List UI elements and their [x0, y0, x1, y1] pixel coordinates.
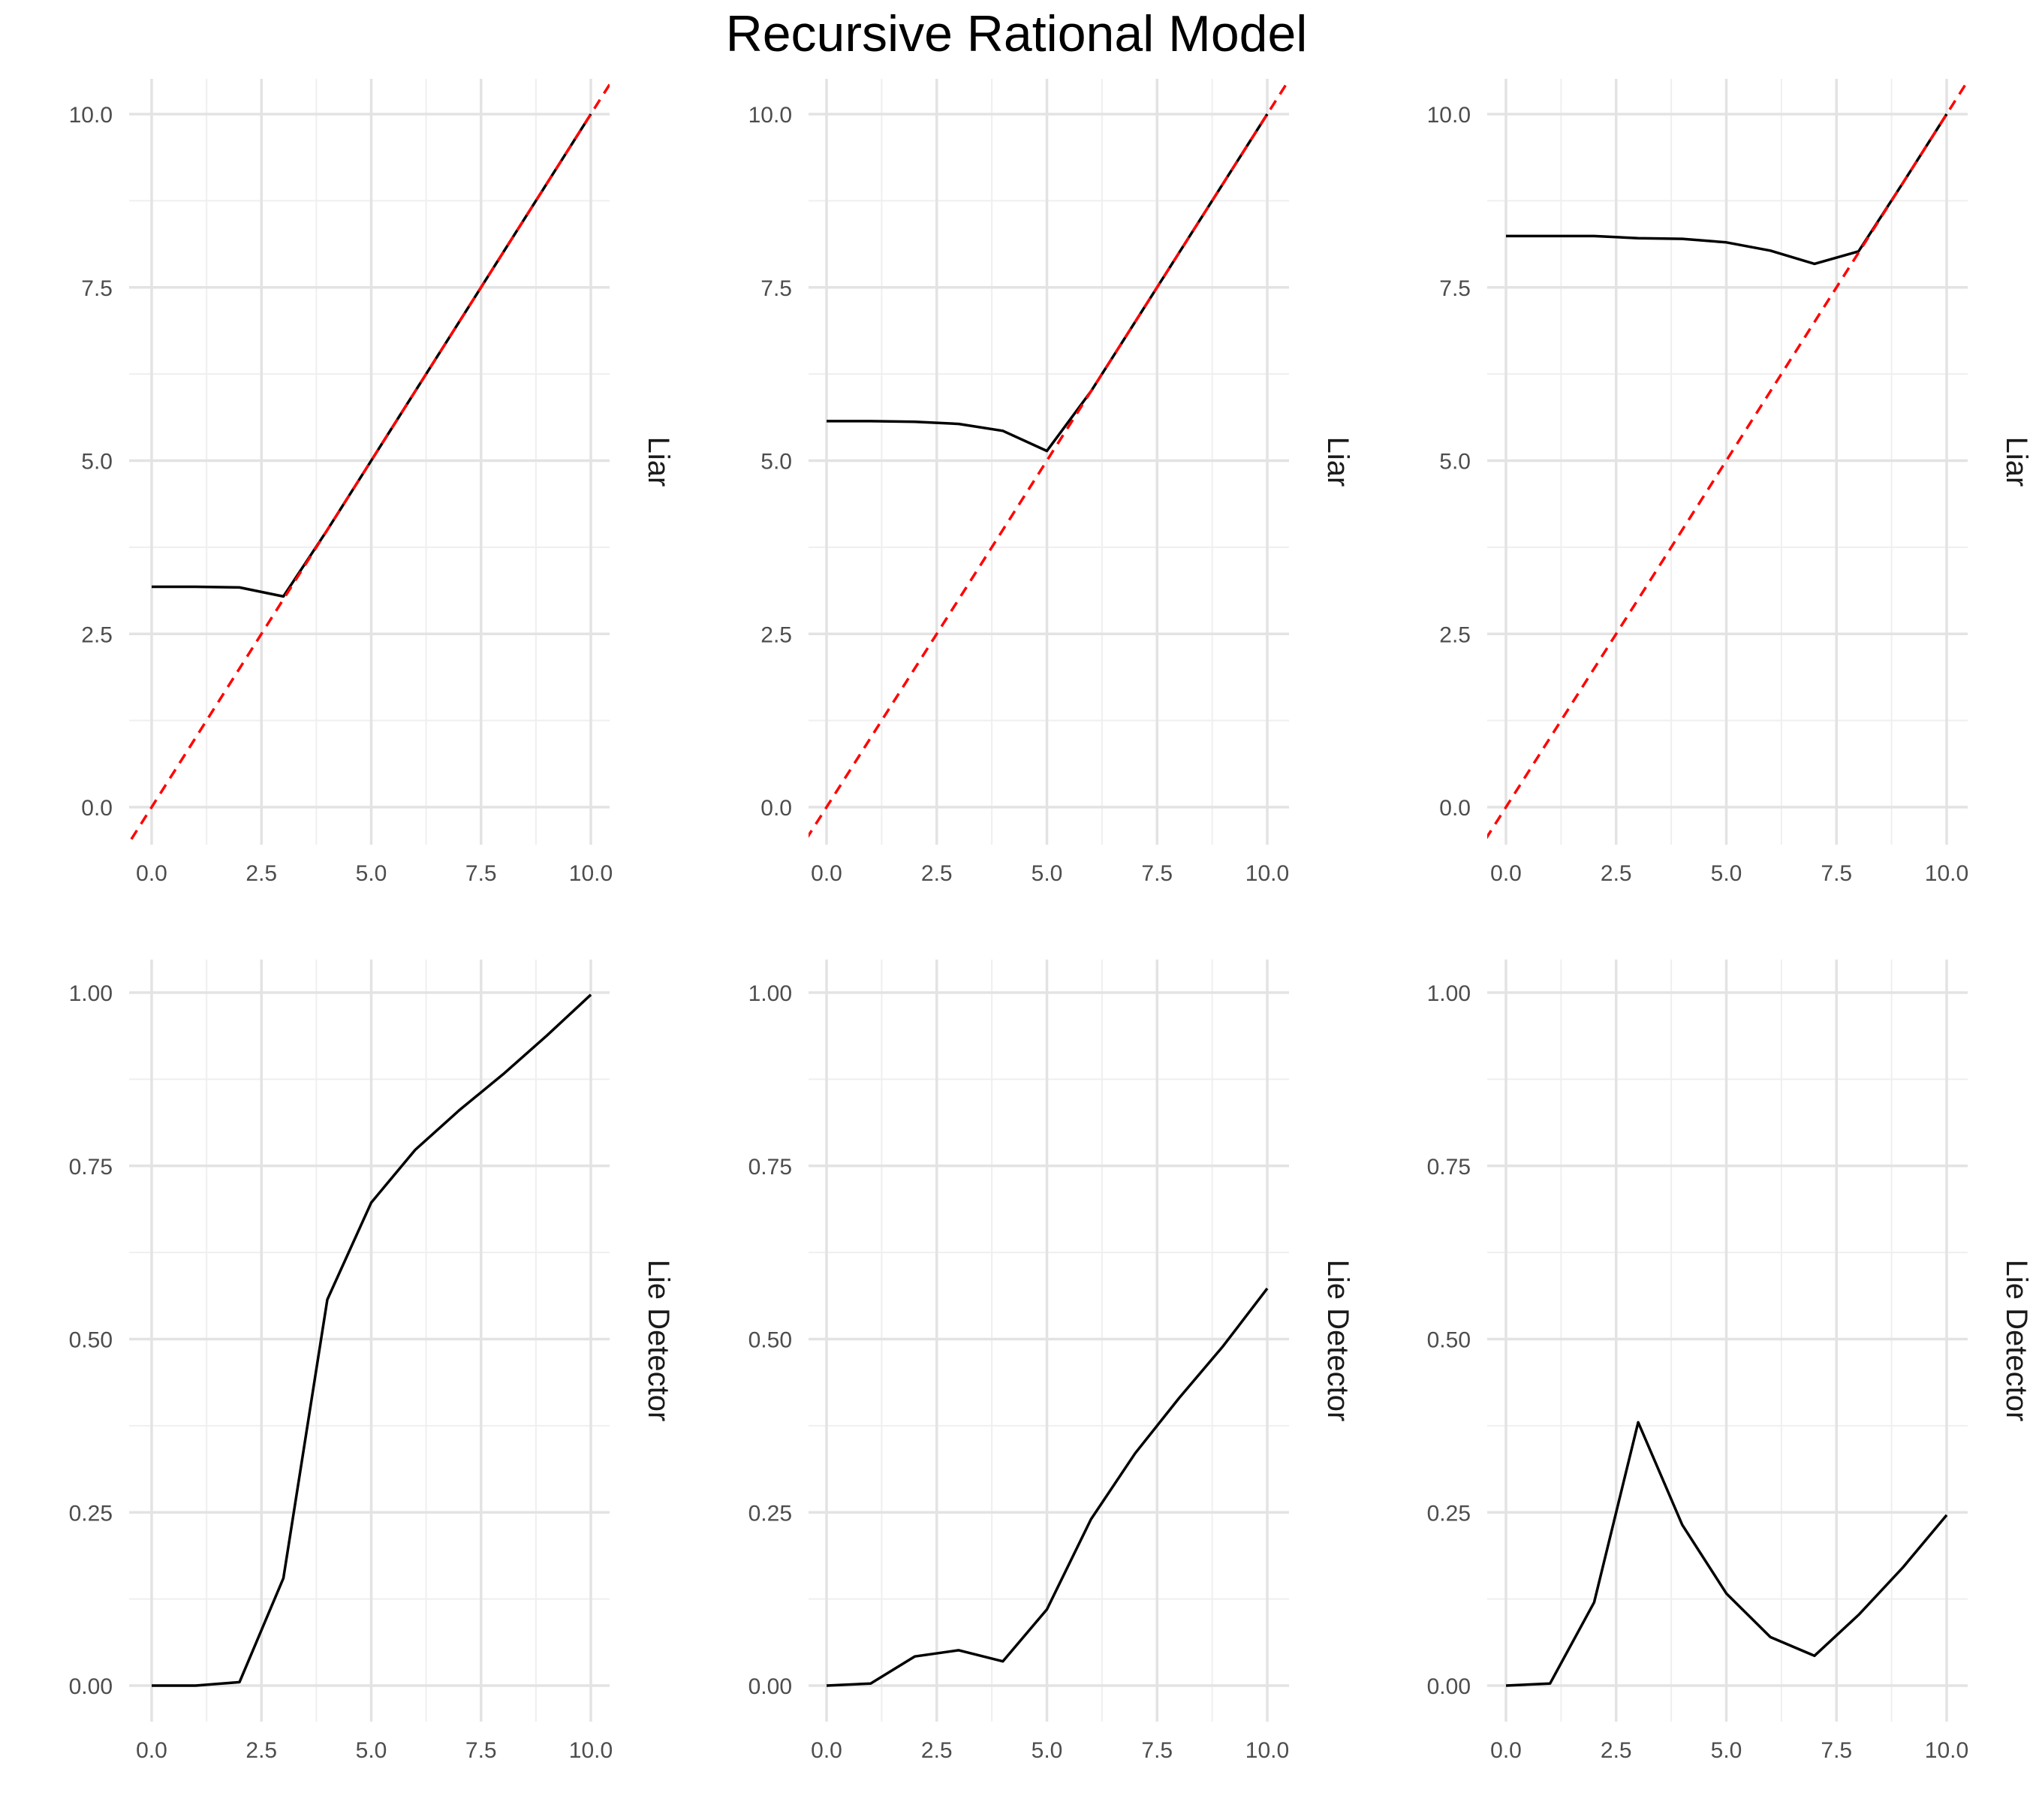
panel-1-1-y-tick-label: 5.0 — [81, 450, 113, 475]
panel-2-3-x-tick-label: 7.5 — [1821, 1738, 1852, 1763]
panel-1-1-x-tick-label: 7.5 — [465, 861, 497, 886]
panel-1-3-y-tick-label: 2.5 — [1439, 622, 1471, 647]
panel-1-2-x-tick-label: 0.0 — [811, 861, 842, 886]
panel-2-3-y-tick-label: 1.00 — [1427, 981, 1471, 1006]
panel-2-3-y-tick-label: 0.75 — [1427, 1155, 1471, 1180]
panel-1-1-x-tick-label: 0.0 — [136, 861, 167, 886]
panel-1-1-y-tick-label: 7.5 — [81, 276, 113, 301]
panel-1-1-x-tick-label: 10.0 — [569, 861, 613, 886]
panel-2-1-x-tick-label: 2.5 — [245, 1738, 277, 1763]
panel-2-3-series-line — [1505, 1421, 1948, 1687]
panel-2-2-x-tick-label: 10.0 — [1245, 1738, 1289, 1763]
panel-2-1-series-line — [152, 993, 592, 1687]
panel-1-3-x-tick-label: 2.5 — [1601, 861, 1632, 886]
chart-title: Recursive Rational Model — [725, 5, 1308, 62]
panel-1-1-x-tick-label: 5.0 — [356, 861, 387, 886]
panel-2-3-x-tick-label: 10.0 — [1925, 1738, 1968, 1763]
panel-2-1-y-tick-label: 0.00 — [69, 1674, 113, 1699]
panel-2-2-x-tick-label: 7.5 — [1141, 1738, 1173, 1763]
panel-2-1-y-tick-label: 0.75 — [69, 1155, 113, 1180]
panel-1-2-strip-label: Liar — [1321, 437, 1354, 487]
panel-2-2-series-line — [826, 1288, 1269, 1687]
panel-1-3-y-tick-label: 5.0 — [1439, 450, 1471, 475]
panel-2-1-y-tick-label: 1.00 — [69, 981, 113, 1006]
panel-1-3-y-tick-label: 10.0 — [1427, 103, 1471, 128]
panel-1-2-y-tick-label: 2.5 — [760, 622, 792, 647]
panel-2-2-y-tick-label: 0.50 — [748, 1328, 792, 1353]
panel-2-1-x-tick-label: 10.0 — [569, 1738, 613, 1763]
panel-2-1-x-tick-label: 7.5 — [465, 1738, 497, 1763]
panel-2-1-y-tick-label: 0.25 — [69, 1501, 113, 1526]
panel-2-2-y-tick-label: 0.00 — [748, 1674, 792, 1699]
panel-1-1-y-tick-label: 0.0 — [81, 796, 113, 821]
panel-2-1-x-tick-label: 0.0 — [136, 1738, 167, 1763]
panel-2-2-x-tick-label: 5.0 — [1032, 1738, 1063, 1763]
panel-2-2-x-tick-label: 0.0 — [811, 1738, 842, 1763]
panel-1-1-reference-line — [129, 82, 610, 845]
panel-2-2-y-tick-label: 0.25 — [748, 1501, 792, 1526]
panel-2-3-y-tick-label: 0.50 — [1427, 1328, 1471, 1353]
panel-2-2-y-tick-label: 1.00 — [748, 981, 792, 1006]
panel-2-1-strip-label: Lie Detector — [642, 1260, 675, 1422]
panel-2-2-y-tick-label: 0.75 — [748, 1155, 792, 1180]
panel-2-3-x-tick-label: 0.0 — [1490, 1738, 1522, 1763]
panel-1-3-x-tick-label: 5.0 — [1711, 861, 1742, 886]
panel-2-3-x-tick-label: 5.0 — [1711, 1738, 1742, 1763]
panel-2-3-x-tick-label: 2.5 — [1601, 1738, 1632, 1763]
panel-1-2-x-tick-label: 10.0 — [1245, 861, 1289, 886]
panel-2-3-strip-label: Lie Detector — [2000, 1260, 2033, 1422]
panel-1-3-reference-line — [1487, 79, 1968, 839]
panel-2-3-y-tick-label: 0.25 — [1427, 1501, 1471, 1526]
panel-1-3-y-tick-label: 0.0 — [1439, 796, 1471, 821]
panel-1-2-x-tick-label: 7.5 — [1141, 861, 1173, 886]
panel-2-3-y-tick-label: 0.00 — [1427, 1674, 1471, 1699]
panel-1-2-y-tick-label: 5.0 — [760, 450, 792, 475]
panel-2-1-y-tick-label: 0.50 — [69, 1328, 113, 1353]
panel-1-3-x-tick-label: 10.0 — [1925, 861, 1968, 886]
panel-2-2-strip-label: Lie Detector — [1321, 1260, 1354, 1422]
panel-2-1-x-tick-label: 5.0 — [356, 1738, 387, 1763]
panel-1-1-x-tick-label: 2.5 — [245, 861, 277, 886]
panel-1-1-y-tick-label: 10.0 — [69, 103, 113, 128]
panel-1-3-strip-label: Liar — [2000, 437, 2033, 487]
panel-1-2-x-tick-label: 5.0 — [1032, 861, 1063, 886]
panel-1-2-reference-line — [809, 79, 1289, 838]
panel-2-2-x-tick-label: 2.5 — [921, 1738, 953, 1763]
panel-1-1-y-tick-label: 2.5 — [81, 622, 113, 647]
panel-1-3-x-tick-label: 7.5 — [1821, 861, 1852, 886]
panel-1-2-y-tick-label: 0.0 — [760, 796, 792, 821]
panel-1-3-x-tick-label: 0.0 — [1490, 861, 1522, 886]
panel-1-2-y-tick-label: 7.5 — [760, 276, 792, 301]
panel-1-1-strip-label: Liar — [642, 437, 675, 487]
panel-1-2-y-tick-label: 10.0 — [748, 103, 792, 128]
panel-1-3-y-tick-label: 7.5 — [1439, 276, 1471, 301]
panel-1-2-x-tick-label: 2.5 — [921, 861, 953, 886]
